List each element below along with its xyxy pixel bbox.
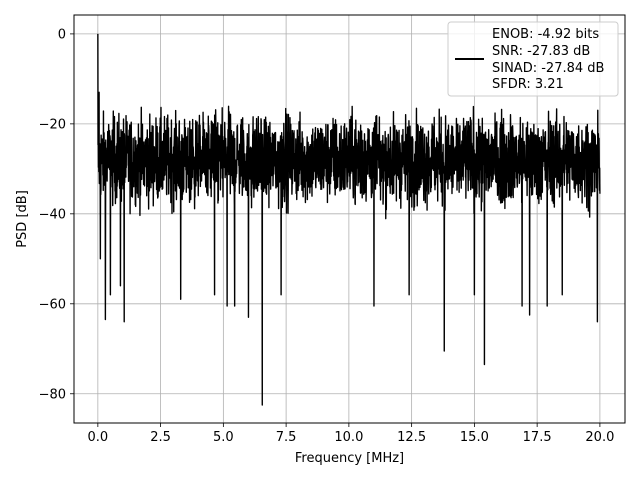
- x-tick-label: 5.0: [213, 430, 234, 445]
- legend-entry-sfdr: SFDR: 3.21: [492, 77, 564, 92]
- x-tick-label: 17.5: [523, 430, 552, 445]
- x-tick-label: 0.0: [88, 430, 109, 445]
- y-tick-label: −20: [39, 117, 66, 132]
- x-tick-label: 2.5: [150, 430, 171, 445]
- plot-frame: [73, 14, 626, 424]
- x-tick-label: 12.5: [397, 430, 426, 445]
- x-axis-title: Frequency [MHz]: [295, 451, 404, 466]
- x-axis: 0.0 2.5 5.0 7.5 10.0 12.5 15.0 17.5 20.0: [88, 423, 614, 445]
- y-axis: 0 −20 −40 −60 −80: [39, 27, 74, 402]
- legend-entry-snr: SNR: -27.83 dB: [492, 44, 590, 59]
- plot-area: [97, 33, 601, 406]
- y-tick-label: 0: [58, 27, 66, 42]
- grid: [74, 15, 625, 423]
- x-tick-label: 20.0: [585, 430, 614, 445]
- x-tick-label: 7.5: [276, 430, 297, 445]
- x-tick-label: 10.0: [334, 430, 363, 445]
- legend-entry-enob: ENOB: -4.92 bits: [492, 27, 599, 42]
- y-tick-label: −40: [39, 207, 66, 222]
- y-tick-label: −80: [39, 387, 66, 402]
- psd-series-line: [97, 33, 601, 406]
- y-tick-label: −60: [39, 297, 66, 312]
- legend: ENOB: -4.92 bits SNR: -27.83 dB SINAD: -…: [447, 21, 619, 97]
- x-tick-label: 15.0: [460, 430, 489, 445]
- series-layer: [97, 33, 601, 406]
- y-axis-title: PSD [dB]: [15, 190, 30, 248]
- legend-entry-sinad: SINAD: -27.84 dB: [492, 61, 604, 76]
- legend-box: [447, 21, 619, 97]
